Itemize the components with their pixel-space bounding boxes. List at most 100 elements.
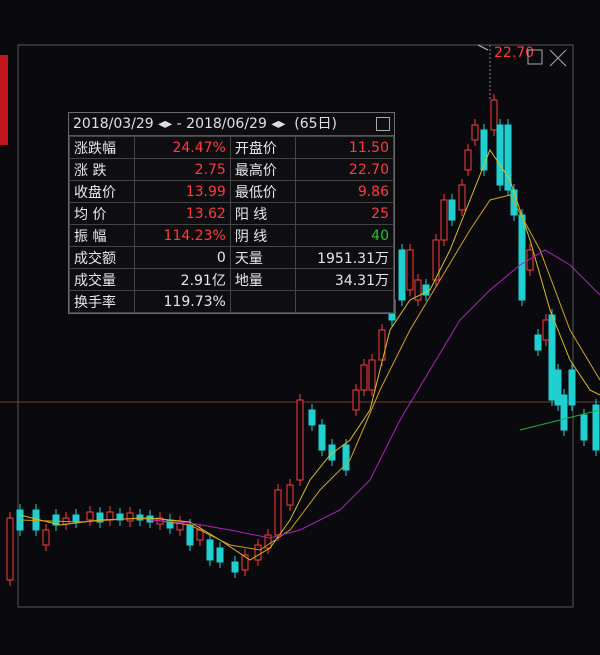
candle-body bbox=[592, 404, 600, 451]
stat-value bbox=[294, 290, 394, 313]
candle-body bbox=[464, 149, 472, 171]
stat-value: 2.91亿 bbox=[133, 268, 231, 291]
stat-value: 13.62 bbox=[133, 202, 231, 225]
stats-popup: 2018/03/29 ◂▸ - 2018/06/29 ◂▸ (65日) 涨跌幅 2… bbox=[68, 112, 395, 314]
candle-body bbox=[216, 547, 224, 563]
candle-body bbox=[518, 214, 526, 301]
candle-body bbox=[42, 529, 50, 546]
candle-body bbox=[241, 554, 249, 571]
candle-body bbox=[554, 369, 562, 406]
candle-body bbox=[264, 534, 272, 549]
stat-value: 24.47% bbox=[133, 136, 231, 159]
ma60 bbox=[519, 409, 600, 431]
close-btn[interactable] bbox=[549, 49, 567, 67]
candle-body bbox=[116, 513, 124, 521]
stat-label: 振 幅 bbox=[69, 224, 135, 247]
stat-value: 9.86 bbox=[294, 180, 394, 203]
candle-body bbox=[286, 484, 294, 506]
stats-row: 均 价 13.62 阳 线 25 bbox=[69, 202, 394, 225]
stat-label: 涨 跌 bbox=[69, 158, 135, 181]
candle-body bbox=[206, 539, 214, 561]
candle-body bbox=[560, 394, 568, 431]
candle-body bbox=[360, 364, 368, 391]
stat-value: 114.23% bbox=[133, 224, 231, 247]
candle-body bbox=[504, 124, 512, 191]
candle-body bbox=[342, 444, 350, 471]
candle-body bbox=[72, 514, 80, 523]
candle-body bbox=[52, 514, 60, 526]
candle-body bbox=[406, 249, 414, 291]
stats-table: 涨跌幅 24.47% 开盘价 11.50 涨 跌 2.75 最高价 22.70 收盘价 13.99… bbox=[69, 136, 394, 313]
days: (65日) bbox=[294, 116, 338, 132]
stat-label: 开盘价 bbox=[229, 136, 296, 159]
candle-body bbox=[231, 561, 239, 573]
candle-body bbox=[254, 544, 262, 561]
side-tab[interactable] bbox=[0, 55, 8, 145]
stats-row: 成交量 2.91亿 地量 34.31万 bbox=[69, 268, 394, 291]
stat-value: 1951.31万 bbox=[294, 246, 394, 269]
candle-body bbox=[496, 124, 504, 186]
candle-body bbox=[448, 199, 456, 221]
candle-body bbox=[96, 512, 104, 523]
stats-row: 换手率 119.73% bbox=[69, 290, 394, 313]
candle-body bbox=[580, 414, 588, 441]
candle-body bbox=[548, 314, 556, 401]
candle-body bbox=[440, 199, 448, 241]
candle-body bbox=[6, 517, 14, 581]
stats-row: 涨跌幅 24.47% 开盘价 11.50 bbox=[69, 136, 394, 159]
stats-row: 振 幅 114.23% 阴 线 40 bbox=[69, 224, 394, 247]
stat-value: 119.73% bbox=[133, 290, 231, 313]
candle-body bbox=[490, 99, 498, 131]
stat-label bbox=[229, 290, 296, 313]
candle-body bbox=[368, 359, 376, 391]
stat-label: 涨跌幅 bbox=[69, 136, 135, 159]
high-label: 22.70 bbox=[494, 45, 534, 61]
stats-row: 收盘价 13.99 最低价 9.86 bbox=[69, 180, 394, 203]
stat-value: 2.75 bbox=[133, 158, 231, 181]
candle-body bbox=[480, 129, 488, 171]
candle-body bbox=[432, 239, 440, 281]
candle-body bbox=[414, 279, 422, 301]
candle-body bbox=[542, 319, 550, 341]
candle-body bbox=[534, 334, 542, 351]
stat-label: 最低价 bbox=[229, 180, 296, 203]
stats-row: 成交额 0 天量 1951.31万 bbox=[69, 246, 394, 269]
ma20 bbox=[149, 249, 600, 539]
stats-row: 涨 跌 2.75 最高价 22.70 bbox=[69, 158, 394, 181]
stat-value: 11.50 bbox=[294, 136, 394, 159]
ma5 bbox=[19, 148, 600, 561]
stat-label: 均 价 bbox=[69, 202, 135, 225]
stat-label: 成交量 bbox=[69, 268, 135, 291]
stat-label: 成交额 bbox=[69, 246, 135, 269]
candle-body bbox=[106, 511, 114, 521]
candle-body bbox=[86, 511, 94, 521]
candle-body bbox=[471, 124, 479, 141]
candle-body bbox=[398, 249, 406, 301]
close-popup[interactable] bbox=[376, 117, 390, 131]
candle-body bbox=[568, 369, 576, 406]
candle-body bbox=[328, 444, 336, 461]
candle-body bbox=[318, 424, 326, 451]
stat-label: 阴 线 bbox=[229, 224, 296, 247]
restore-btn[interactable] bbox=[527, 49, 543, 65]
high-arrow bbox=[477, 44, 489, 51]
candle-body bbox=[186, 524, 194, 546]
frame bbox=[17, 44, 574, 608]
candle-body bbox=[296, 399, 304, 481]
candle-body bbox=[274, 489, 282, 536]
candle-body bbox=[526, 249, 534, 271]
stat-value: 22.70 bbox=[294, 158, 394, 181]
stat-value: 25 bbox=[294, 202, 394, 225]
stat-value: 0 bbox=[133, 246, 231, 269]
stat-label: 最高价 bbox=[229, 158, 296, 181]
candle-body bbox=[126, 512, 134, 522]
end-date: 2018/06/29 bbox=[186, 116, 267, 132]
stat-label: 换手率 bbox=[69, 290, 135, 313]
candle-body bbox=[308, 409, 316, 426]
ma10 bbox=[19, 194, 600, 551]
stat-label: 阳 线 bbox=[229, 202, 296, 225]
date-range: 2018/03/29 ◂▸ - 2018/06/29 ◂▸ (65日) bbox=[69, 113, 394, 136]
stat-label: 收盘价 bbox=[69, 180, 135, 203]
